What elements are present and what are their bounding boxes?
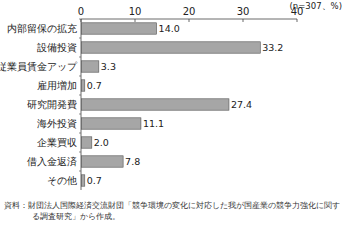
category-label: 従業員賃金アップ: [0, 61, 78, 72]
data-label: 7.8: [125, 156, 140, 167]
bar: [81, 99, 229, 110]
x-tick: [81, 19, 82, 22]
x-tick-label: 30: [237, 6, 250, 17]
y-tick: [79, 95, 81, 96]
x-tick: [135, 19, 136, 22]
x-tick: [297, 19, 298, 22]
data-label: 3.3: [101, 61, 116, 72]
y-tick: [79, 114, 81, 115]
bar: [81, 175, 85, 186]
x-tick: [243, 19, 244, 22]
category-label: 内部留保の拡充: [7, 23, 77, 34]
bar: [81, 118, 141, 129]
source-note: 資料：財団法人国際経済交流財団「競争環境の変化に対応した我が国産業の競争力強化に…: [4, 200, 340, 222]
y-tick: [79, 171, 81, 172]
bar: [81, 80, 85, 91]
category-label: 設備投資: [37, 42, 77, 53]
y-tick: [79, 133, 81, 134]
y-tick: [79, 38, 81, 39]
y-tick: [79, 76, 81, 77]
x-tick-label: 20: [183, 6, 196, 17]
bar: [81, 42, 260, 53]
x-tick-label: 0: [78, 6, 84, 17]
category-label: 雇用増加: [37, 80, 77, 91]
data-label: 11.1: [143, 118, 164, 129]
chart: 010203040内部留保の拡充設備投資従業員賃金アップ雇用増加研究開発費海外投…: [0, 0, 345, 236]
category-label: 海外投資: [37, 118, 77, 129]
data-label: 2.0: [94, 137, 109, 148]
x-tick: [189, 19, 190, 22]
bar: [81, 23, 157, 34]
y-tick: [79, 152, 81, 153]
data-label: 0.7: [87, 80, 102, 91]
y-tick: [79, 57, 81, 58]
y-axis-line: [81, 19, 82, 190]
subtitle: (n=307、%): [290, 1, 342, 11]
data-label: 14.0: [159, 23, 180, 34]
category-label: 借入金返済: [27, 156, 77, 167]
bars: [81, 23, 260, 186]
bar: [81, 137, 92, 148]
data-label: 0.7: [87, 175, 102, 186]
data-label: 27.4: [231, 99, 252, 110]
data-label: 33.2: [262, 42, 283, 53]
category-label: その他: [47, 175, 77, 186]
x-tick-label: 10: [129, 6, 142, 17]
category-label: 研究開発費: [27, 99, 77, 110]
bar: [81, 156, 123, 167]
category-label: 企業買収: [37, 137, 77, 148]
y-tick: [79, 19, 81, 20]
bar: [81, 61, 99, 72]
